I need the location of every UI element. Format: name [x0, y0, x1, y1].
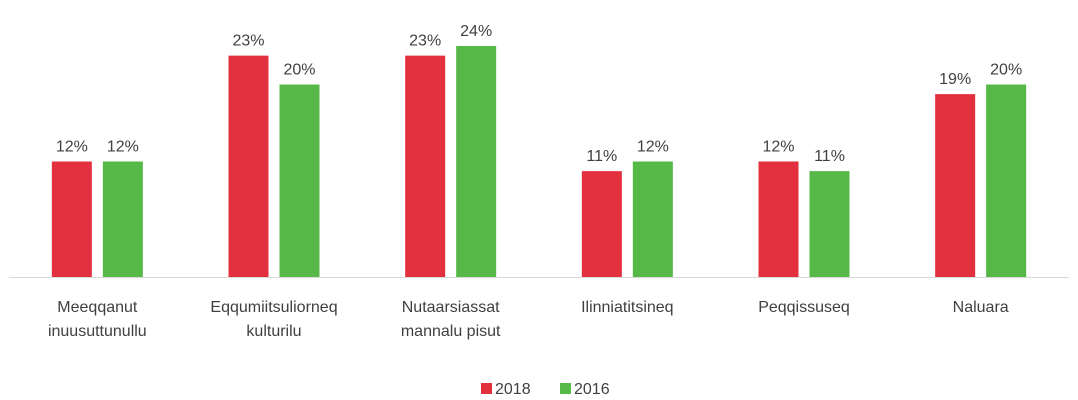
data-label: 11% — [814, 148, 845, 165]
x-tick-label-line: Eqqumiitsuliorneq — [210, 299, 337, 316]
x-tick-label: Peqqissuseq — [758, 299, 850, 316]
bar — [632, 161, 673, 277]
bar — [986, 84, 1027, 277]
x-tick-label: Meeqqanut inuusuttunullu — [48, 299, 147, 340]
data-label: 11% — [586, 148, 617, 165]
data-label: 20% — [283, 62, 315, 79]
bar — [809, 171, 850, 277]
bar — [102, 161, 143, 277]
bar — [456, 46, 497, 277]
data-label: 24% — [460, 23, 492, 40]
legend-swatch — [481, 383, 492, 394]
legend-label: 2016 — [574, 381, 610, 398]
data-label: 12% — [56, 139, 88, 156]
x-tick-label-line: Peqqissuseq — [758, 299, 850, 316]
x-tick-label: Naluara — [953, 299, 1009, 316]
x-tick-label: Nutaarsiassat mannalu pisut — [401, 299, 501, 340]
x-tick-label-line: Nutaarsiassat — [402, 299, 500, 316]
data-label: 23% — [409, 33, 441, 50]
bar — [581, 171, 622, 277]
bar — [228, 55, 269, 277]
data-label: 12% — [637, 139, 669, 156]
legend-swatch — [560, 383, 571, 394]
x-tick-label-line: Meeqqanut — [57, 299, 138, 316]
x-tick-label-line: inuusuttunullu — [48, 323, 147, 340]
data-label: 23% — [232, 33, 264, 50]
x-tick-label: Ilinniatitsineq — [581, 299, 674, 316]
legend-label: 2018 — [495, 381, 531, 398]
x-tick-label-line: mannalu pisut — [401, 323, 501, 340]
x-tick-label-line: Naluara — [953, 299, 1009, 316]
x-tick-label-line: Ilinniatitsineq — [581, 299, 674, 316]
data-label: 19% — [939, 71, 971, 88]
data-label: 12% — [107, 139, 139, 156]
bar — [405, 55, 446, 277]
data-label: 20% — [990, 62, 1022, 79]
bar — [279, 84, 320, 277]
x-tick-label: Eqqumiitsuliorneq kulturilu — [210, 299, 337, 340]
bar — [51, 161, 92, 277]
bar — [758, 161, 799, 277]
data-label: 12% — [762, 139, 794, 156]
bar — [935, 94, 976, 277]
x-tick-label-line: kulturilu — [246, 323, 301, 340]
